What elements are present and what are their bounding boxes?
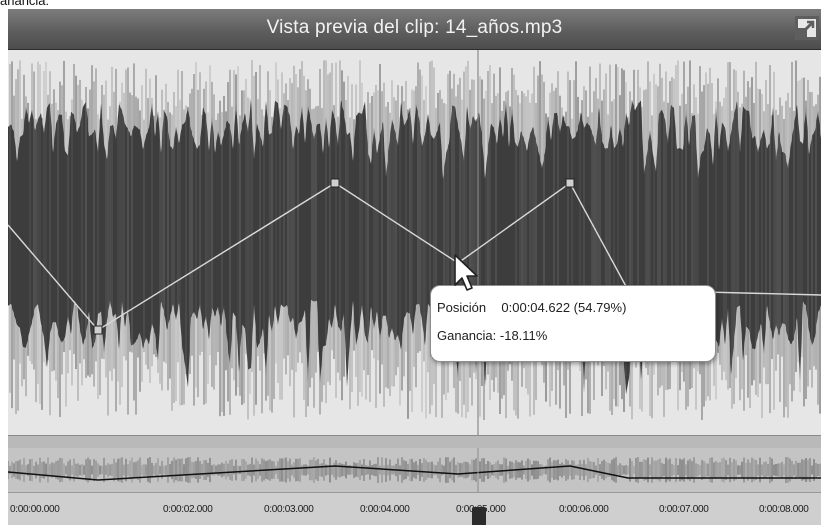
- tick-label: 0:00:03.000: [264, 504, 314, 515]
- overview-strip[interactable]: [8, 448, 821, 492]
- position-label: Posición: [437, 300, 487, 315]
- waveform-body: [8, 100, 821, 395]
- envelope-node[interactable]: [93, 325, 103, 335]
- title-bar[interactable]: Vista previa del clip: 14_años.mp3: [8, 9, 821, 50]
- time-ruler[interactable]: 0:00:00.000 0:00:02.000 0:00:03.000 0:00…: [8, 492, 821, 525]
- waveform-view[interactable]: [8, 50, 821, 435]
- position-value: 0:00:04.622 (54.79%): [501, 300, 627, 315]
- truncated-label: anancia:: [0, 0, 50, 8]
- overview-spikes: [8, 457, 821, 483]
- tick-label: 0:00:07.000: [659, 504, 709, 515]
- mouse-pointer-icon: [453, 253, 483, 293]
- waveform-canvas[interactable]: [8, 50, 821, 435]
- tick-label: 0:00:02.000: [163, 504, 213, 515]
- envelope-node[interactable]: [565, 178, 575, 188]
- gain-row: Ganancia: -18.11%: [437, 328, 547, 343]
- tick-label: 0:00:08.000: [759, 504, 809, 515]
- window-title: Vista previa del clip: 14_años.mp3: [266, 17, 563, 38]
- gain-value: -18.11%: [499, 328, 548, 343]
- tick-label: 0:00:00.000: [10, 504, 60, 515]
- clip-preview-window: Vista previa del clip: 14_años.mp3 0:00:…: [8, 9, 821, 525]
- playhead-handle[interactable]: [472, 507, 486, 525]
- gain-label: Ganancia:: [437, 328, 497, 343]
- resize-icon: [798, 19, 816, 37]
- view-separator: [8, 435, 821, 449]
- overview-waveform[interactable]: [8, 448, 821, 492]
- gain-tooltip: Posición 0:00:04.622 (54.79%) Ganancia: …: [430, 285, 716, 362]
- envelope-node[interactable]: [330, 178, 340, 188]
- tick-label: 0:00:06.000: [559, 504, 609, 515]
- tick-label: 0:00:04.000: [360, 504, 410, 515]
- position-row: Posición 0:00:04.622 (54.79%): [437, 300, 626, 315]
- resize-button[interactable]: [795, 16, 819, 40]
- overview-envelope: [8, 465, 821, 481]
